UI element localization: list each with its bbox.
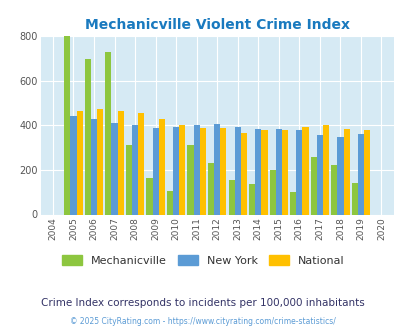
Bar — [138, 113, 144, 214]
Bar — [234, 126, 240, 214]
Bar — [290, 192, 296, 214]
Title: Mechanicville Violent Crime Index: Mechanicville Violent Crime Index — [85, 18, 349, 32]
Bar — [343, 129, 349, 214]
Bar — [337, 137, 343, 214]
Bar — [296, 130, 302, 214]
Bar — [187, 146, 193, 214]
Bar — [240, 133, 246, 214]
Bar — [330, 166, 337, 214]
Bar — [310, 157, 316, 214]
Bar — [275, 129, 281, 214]
Bar — [105, 52, 111, 214]
Bar — [269, 170, 275, 215]
Bar — [322, 125, 328, 214]
Bar — [193, 125, 199, 214]
Bar — [179, 125, 185, 214]
Bar — [199, 128, 205, 214]
Bar — [213, 124, 220, 214]
Bar — [351, 183, 357, 214]
Bar — [77, 111, 83, 214]
Bar — [146, 178, 152, 214]
Bar — [111, 123, 117, 214]
Bar — [166, 191, 173, 214]
Bar — [97, 109, 103, 214]
Bar — [158, 119, 164, 214]
Bar — [126, 146, 132, 214]
Bar — [117, 111, 124, 214]
Bar — [261, 130, 267, 214]
Bar — [64, 36, 70, 214]
Bar — [357, 134, 363, 214]
Bar — [248, 184, 255, 215]
Text: © 2025 CityRating.com - https://www.cityrating.com/crime-statistics/: © 2025 CityRating.com - https://www.city… — [70, 317, 335, 326]
Bar — [132, 125, 138, 214]
Bar — [281, 130, 288, 214]
Bar — [85, 59, 91, 214]
Bar — [173, 126, 179, 214]
Legend: Mechanicville, New York, National: Mechanicville, New York, National — [57, 250, 348, 270]
Bar — [207, 163, 213, 214]
Bar — [363, 130, 369, 214]
Bar — [302, 126, 308, 214]
Text: Crime Index corresponds to incidents per 100,000 inhabitants: Crime Index corresponds to incidents per… — [41, 298, 364, 308]
Bar — [91, 119, 97, 214]
Bar — [255, 129, 261, 214]
Bar — [70, 116, 77, 214]
Bar — [220, 128, 226, 214]
Bar — [152, 128, 158, 214]
Bar — [316, 135, 322, 214]
Bar — [228, 180, 234, 214]
